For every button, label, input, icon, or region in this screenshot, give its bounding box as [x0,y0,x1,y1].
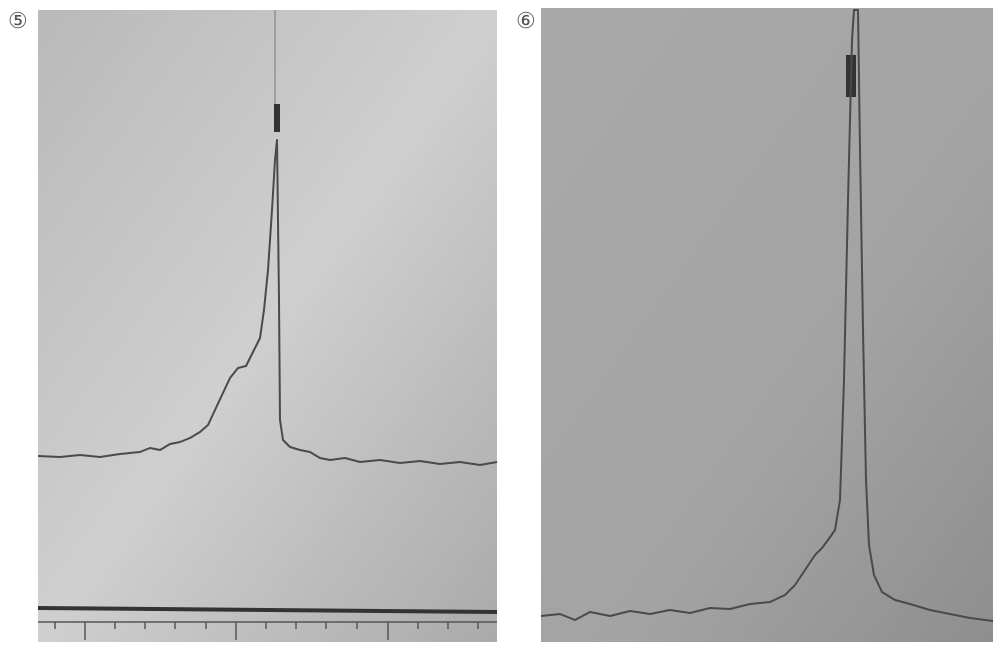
panel-background [541,8,993,642]
peak-marker [274,104,280,132]
panel-label: ⑤ [8,9,28,34]
trace [37,139,498,466]
trace [540,9,993,622]
panel-6: ⑥ [516,8,993,642]
panel-5: ⑤ [8,9,498,642]
panel-label: ⑥ [516,9,536,34]
panel-background [38,10,497,642]
base-line [37,606,498,614]
ruler-ticks [54,622,479,640]
